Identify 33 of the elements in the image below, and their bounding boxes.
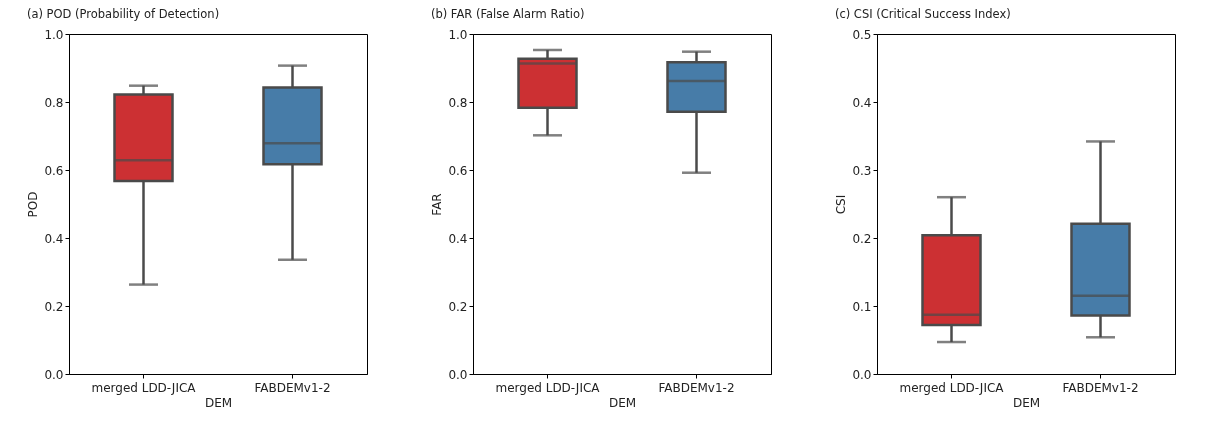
y-tick-label: 1.0 <box>44 27 64 42</box>
x-tick-label: FABDEMv1-2 <box>1062 380 1139 395</box>
y-axis-title: CSI <box>834 194 849 215</box>
y-tick-label: 0.2 <box>44 299 64 314</box>
y-tick-label: 0.2 <box>448 299 468 314</box>
x-tick-label: FABDEMv1-2 <box>658 380 735 395</box>
y-tick-label: 0.8 <box>44 95 64 110</box>
y-tick-label: 0.0 <box>852 367 872 382</box>
y-tick-label: 0.4 <box>44 231 64 246</box>
chart-title: (c) CSI (Critical Success Index) <box>834 6 1011 21</box>
chart-title: (a) POD (Probability of Detection) <box>26 6 220 21</box>
y-tick-label: 0.4 <box>448 231 468 246</box>
y-axis-title: FAR <box>430 193 445 216</box>
y-tick-label: 0.3 <box>852 163 872 178</box>
x-tick-label: merged LDD-JICA <box>495 380 601 395</box>
x-axis-title: DEM <box>204 395 233 410</box>
y-tick-label: 1.0 <box>448 27 468 42</box>
y-tick-label: 0.0 <box>44 367 64 382</box>
y-tick-label: 0.0 <box>448 367 468 382</box>
y-tick-label: 0.2 <box>852 231 872 246</box>
y-tick-label: 0.6 <box>448 163 468 178</box>
y-tick-label: 0.1 <box>852 299 872 314</box>
y-tick-label: 0.8 <box>448 95 468 110</box>
chart-title: (b) FAR (False Alarm Ratio) <box>430 6 585 21</box>
x-tick-label: merged LDD-JICA <box>899 380 1005 395</box>
y-axis-title: POD <box>26 191 41 218</box>
x-tick-label: FABDEMv1-2 <box>254 380 331 395</box>
y-tick-label: 0.6 <box>44 163 64 178</box>
x-axis-title: DEM <box>1012 395 1041 410</box>
y-tick-label: 0.5 <box>852 27 872 42</box>
x-tick-label: merged LDD-JICA <box>91 380 197 395</box>
x-axis-title: DEM <box>608 395 637 410</box>
y-tick-label: 0.4 <box>852 95 872 110</box>
